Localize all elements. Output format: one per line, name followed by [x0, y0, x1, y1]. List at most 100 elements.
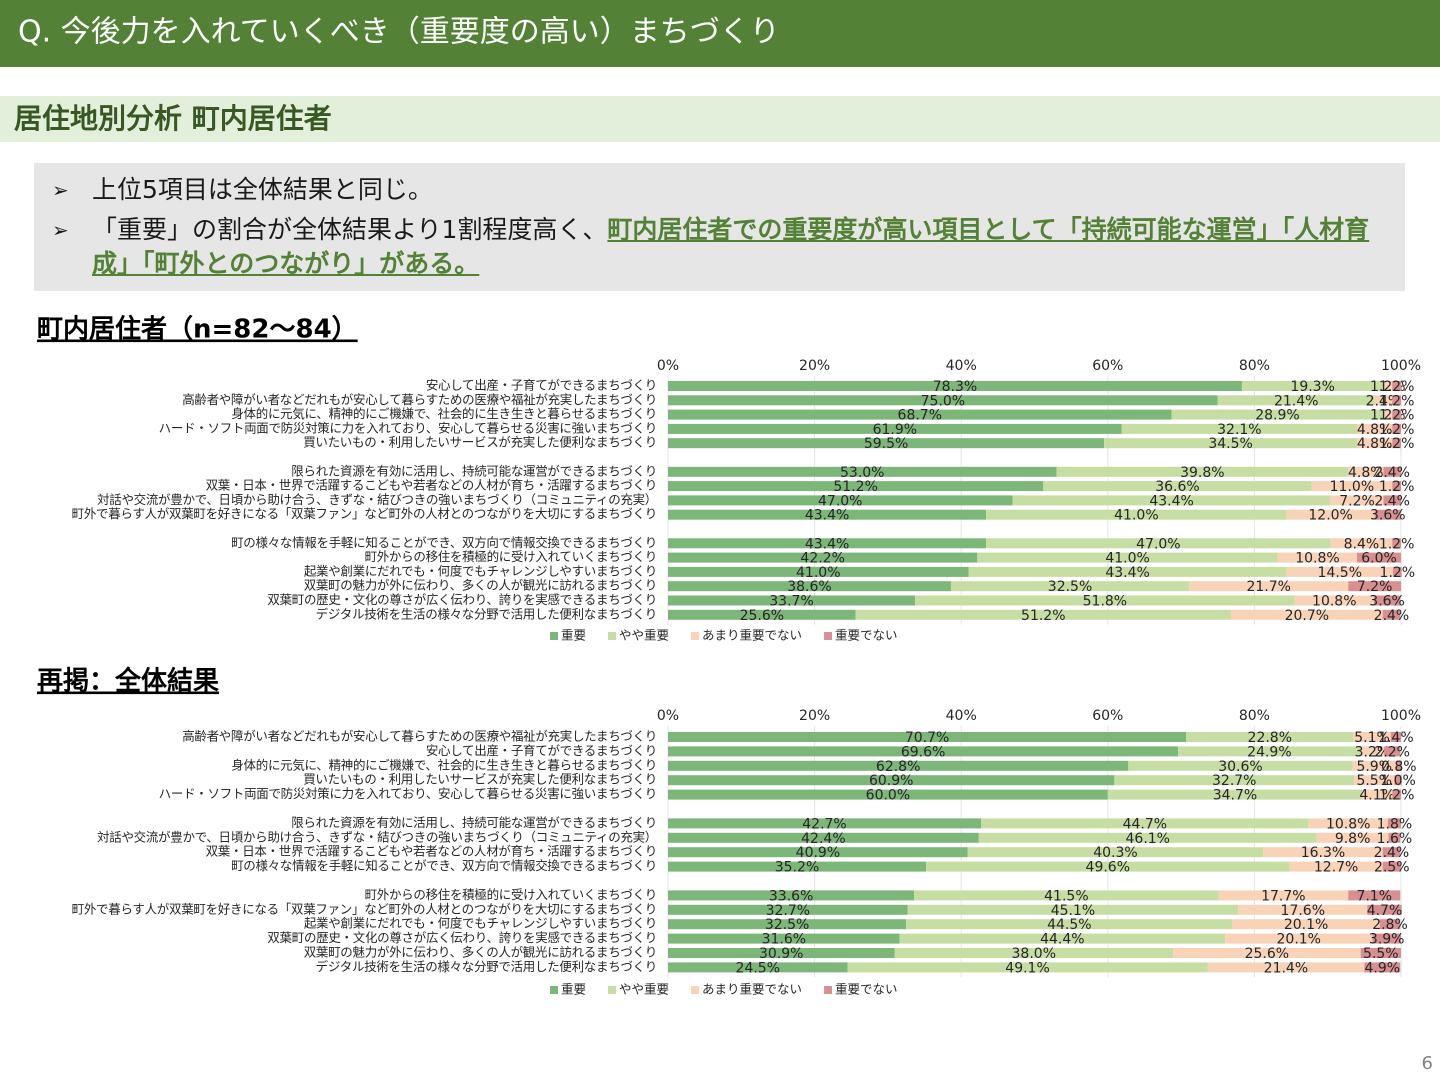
legend-label: 重要でない	[835, 982, 898, 997]
bar-segment	[1392, 423, 1401, 434]
value-label: 20.1%	[1277, 932, 1321, 948]
value-label: 1.2%	[1379, 788, 1415, 804]
category-label: 安心して出産・子育てができるまちづくり	[426, 378, 657, 393]
category-label: 高齢者や障がい者などだれもが安心して暮らすための医療や福祉が充実したまちづくり	[182, 729, 657, 744]
value-label: 44.7%	[1123, 816, 1167, 832]
legend-swatch	[608, 986, 617, 994]
value-label: 4.8%	[1348, 465, 1384, 481]
bar-segment	[1286, 566, 1393, 577]
value-label: 44.5%	[1047, 917, 1091, 933]
bar-segment	[1392, 409, 1401, 420]
value-label: 33.6%	[769, 888, 813, 904]
bar-segment	[668, 538, 987, 549]
value-label: 68.7%	[898, 408, 942, 424]
bar-segment	[1392, 538, 1401, 549]
bar-segment	[668, 581, 951, 592]
bar-segment	[1230, 609, 1383, 620]
value-label: 51.2%	[1021, 608, 1065, 624]
value-label: 4.8%	[1357, 422, 1393, 438]
value-label: 12.7%	[1314, 860, 1358, 876]
legend-swatch	[550, 986, 558, 994]
value-label: 6.0%	[1361, 551, 1397, 567]
value-label: 28.9%	[1255, 408, 1299, 424]
x-tick-label: 20%	[799, 708, 830, 724]
value-label: 20.7%	[1285, 608, 1329, 624]
bar-segment	[668, 466, 1057, 477]
bar-segment	[668, 890, 915, 901]
value-label: 1.4%	[1378, 730, 1414, 746]
category-label: デジタル技術を生活の様々な分野で活用した便利なまちづくり	[316, 606, 657, 621]
bar-segment	[1390, 732, 1401, 742]
bar-segment	[1383, 466, 1401, 477]
bar-segment	[668, 832, 979, 843]
value-label: 47.0%	[818, 493, 862, 509]
bar-segment	[914, 890, 1219, 901]
bar-segment	[668, 381, 1242, 391]
value-label: 34.5%	[1208, 436, 1252, 452]
bar-segment	[1383, 381, 1393, 391]
x-tick-label: 80%	[1239, 708, 1270, 724]
value-label: 40.3%	[1093, 845, 1137, 861]
bar-segment	[1352, 760, 1396, 771]
bar-segment	[1367, 904, 1402, 915]
value-label: 5.1%	[1354, 730, 1390, 746]
bar-segment	[668, 509, 987, 520]
value-label: 10.8%	[1295, 551, 1339, 567]
category-label: 双葉・日本・世界で活躍するこどもや若者などの人材が育ち・活躍するまちづくり	[206, 478, 657, 493]
category-label: 限られた資源を有効に活用し、持続可能な運営ができるまちづくり	[291, 815, 657, 830]
bar-segment	[1383, 495, 1401, 506]
x-tick-label: 60%	[1092, 708, 1123, 724]
bar-segment	[668, 933, 900, 944]
legend-label: 重要	[561, 628, 586, 643]
bar-segment	[926, 861, 1290, 872]
legend-label: あまり重要でない	[702, 982, 802, 997]
value-label: 1.6%	[1377, 831, 1413, 847]
category-label: 起業や創業にだれでも・何度でもチャレンジしやすいまちづくり	[304, 916, 657, 931]
bullet-highlight: 町内居住者での重要度が高い項目として「持続可能な運営」「人材育成」「町外とのつな…	[92, 215, 1370, 278]
value-label: 30.6%	[1218, 759, 1262, 775]
bar-segment	[1232, 919, 1380, 930]
bar-segment	[1357, 438, 1393, 449]
category-label: 身体的に元気に、精神的にご機嫌で、社会的に生き生きと暮らせるまちづくり	[231, 757, 657, 772]
legend-swatch	[691, 632, 700, 640]
value-label: 7.2%	[1357, 579, 1393, 595]
value-label: 14.5%	[1318, 565, 1362, 581]
value-label: 47.0%	[1136, 536, 1180, 552]
bar-segment	[1286, 509, 1375, 520]
bar-segment	[668, 481, 1044, 492]
bar-segment	[668, 609, 856, 620]
bar-segment	[668, 746, 1179, 757]
value-label: 41.5%	[1044, 888, 1088, 904]
bar-segment	[855, 609, 1231, 620]
category-label: 身体的に元気に、精神的にご機嫌で、社会的に生き生きと暮らせるまちづくり	[231, 406, 657, 421]
bullet: ➢ 「重要」の割合が全体結果より1割程度高く、町内居住者での重要度が高い項目として…	[52, 213, 1385, 281]
value-label: 1.2%	[1379, 479, 1415, 495]
x-tick-label: 20%	[799, 358, 830, 374]
bar-segment	[1121, 423, 1358, 434]
bar-segment	[1353, 732, 1391, 742]
bar-segment	[1374, 395, 1393, 406]
bar-segment	[950, 581, 1190, 592]
bar-segment	[668, 495, 1013, 506]
bar-segment	[986, 509, 1287, 520]
value-label: 24.9%	[1247, 744, 1291, 760]
category-label: 買いたいもの・利用したいサービスが充実した便利なまちづくり	[303, 772, 657, 787]
bar-segment	[1128, 760, 1353, 771]
bar-segment	[1263, 847, 1383, 858]
value-label: 35.2%	[775, 860, 819, 876]
bar-segment	[1374, 509, 1401, 520]
legend-swatch	[608, 632, 617, 640]
section-title: 居住地別分析 町内居住者	[14, 102, 332, 135]
page-number: 6	[1422, 1053, 1433, 1074]
value-label: 51.8%	[1083, 594, 1127, 610]
value-label: 2.4%	[1374, 845, 1410, 861]
value-label: 1.2%	[1379, 408, 1415, 424]
value-label: 42.4%	[801, 831, 845, 847]
bar-segment	[1012, 495, 1331, 506]
bar-segment	[1043, 481, 1312, 492]
value-label: 3.6%	[1370, 508, 1406, 524]
value-label: 78.3%	[933, 379, 977, 395]
bar-segment	[668, 948, 895, 958]
category-label: 起業や創業にだれでも・何度でもチャレンジしやすいまちづくり	[304, 563, 657, 578]
